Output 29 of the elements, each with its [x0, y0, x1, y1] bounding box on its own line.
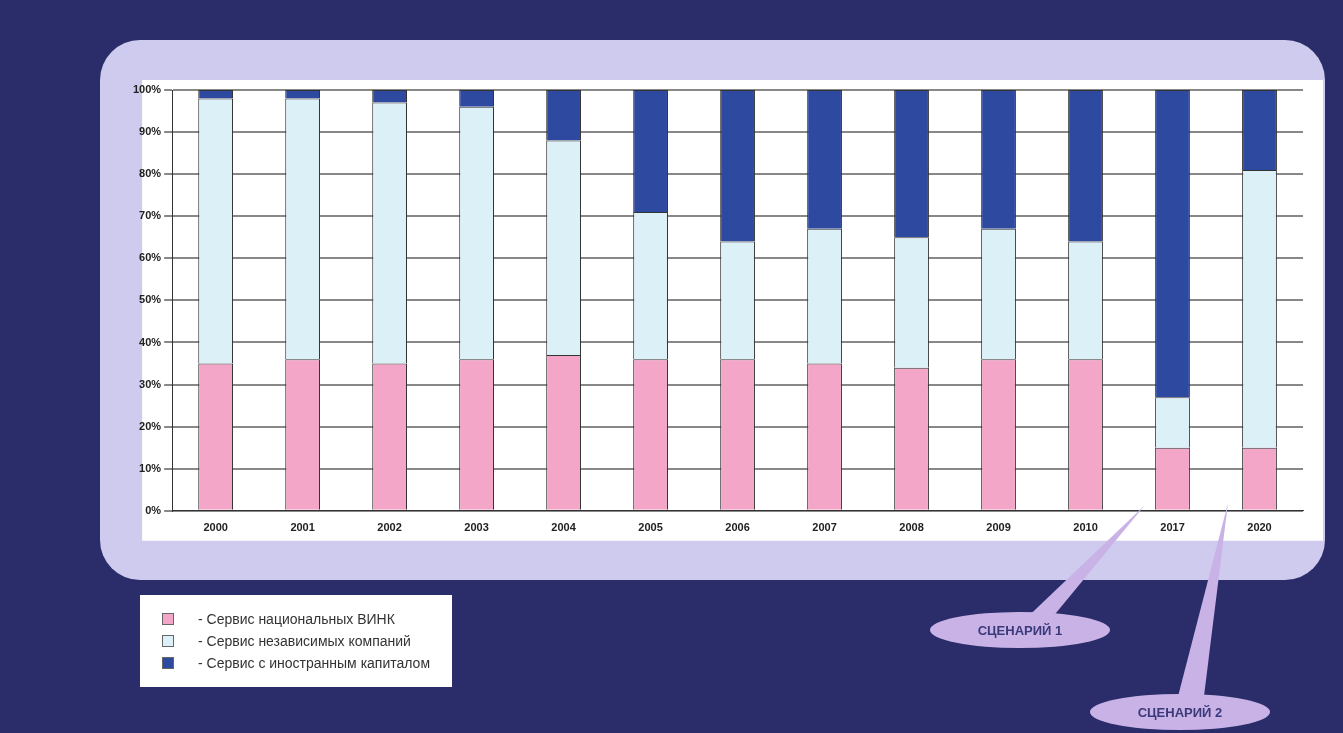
y-tick-label: 90% — [139, 125, 162, 138]
x-tick-label: 2002 — [377, 521, 402, 534]
y-tick-label: 0% — [145, 503, 162, 516]
x-tick-label: 2006 — [725, 521, 750, 534]
legend-label: - Сервис независимых компаний — [198, 633, 411, 649]
legend-label: - Сервис с иностранным капиталом — [198, 655, 431, 671]
x-tick-label: 2005 — [638, 521, 663, 534]
y-tick-label: 70% — [139, 209, 162, 222]
y-tick-label: 30% — [139, 377, 162, 390]
x-tick-label: 2001 — [290, 521, 315, 534]
y-tick-label: 100% — [132, 83, 162, 96]
x-tick-label: 2017 — [1160, 521, 1185, 534]
y-tick-label: 10% — [139, 461, 162, 474]
y-tick-label: 50% — [139, 293, 162, 306]
x-tick-label: 2003 — [464, 521, 489, 534]
x-tick-label: 2020 — [1247, 521, 1272, 534]
x-tick-label: 2010 — [1073, 521, 1098, 534]
text: СЦЕНАРИЙ 1 — [977, 622, 1063, 638]
x-tick-label: 2007 — [812, 521, 837, 534]
text: СЦЕНАРИЙ 2 — [1137, 704, 1223, 720]
y-tick-label: 20% — [139, 419, 162, 432]
x-tick-label: 2008 — [899, 521, 924, 534]
y-tick-label: 80% — [139, 167, 162, 180]
y-tick-label: 60% — [139, 251, 162, 264]
x-tick-label: 2004 — [551, 521, 577, 534]
x-tick-label: 2000 — [203, 521, 228, 534]
x-tick-label: 2009 — [986, 521, 1011, 534]
legend-label: - Сервис национальных ВИНК — [198, 611, 395, 627]
y-tick-label: 40% — [139, 335, 162, 348]
